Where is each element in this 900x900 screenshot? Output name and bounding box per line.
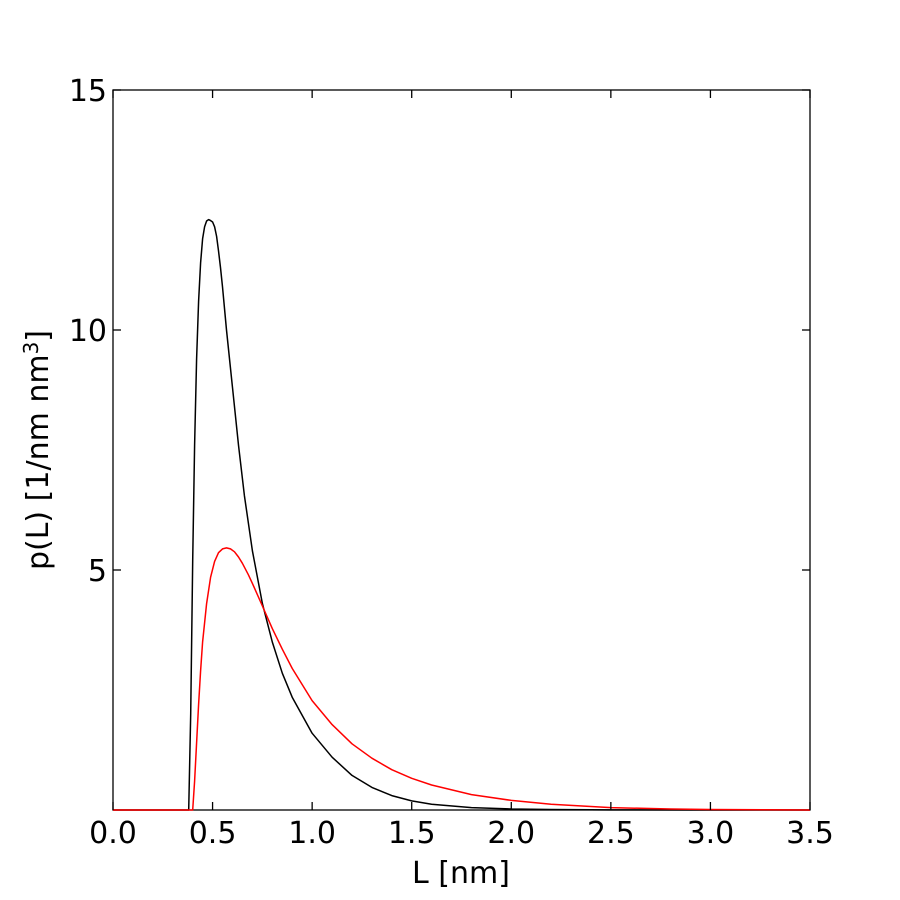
y-axis-title: p(L) [1/nm nm3] — [19, 330, 56, 570]
series-line-2 — [113, 547, 811, 811]
x-axis-title: L [nm] — [412, 856, 510, 891]
x-tick-label: 3.5 — [786, 816, 834, 851]
x-tick-label: 0.0 — [89, 816, 137, 851]
plot-frame — [112, 89, 811, 811]
x-tick-label: 1.5 — [388, 816, 436, 851]
labels-layer: 0.0 0.5 1.0 1.5 2.0 2.5 3.0 3.5 5 10 15 — [69, 74, 834, 851]
x-tick-label: 3.0 — [687, 816, 735, 851]
plot-area — [112, 89, 811, 811]
x-tick-label: 1.0 — [288, 816, 336, 851]
series-line-1 — [113, 218, 810, 811]
y-tick-label: 15 — [69, 74, 107, 109]
series-layer — [113, 218, 811, 811]
x-tick-label: 2.0 — [487, 816, 535, 851]
x-tick-label: 0.5 — [189, 816, 237, 851]
y-tick-label: 10 — [69, 314, 107, 349]
y-tick-label: 5 — [88, 554, 107, 589]
x-tick-label: 2.5 — [587, 816, 635, 851]
ticks-layer — [112, 89, 811, 810]
